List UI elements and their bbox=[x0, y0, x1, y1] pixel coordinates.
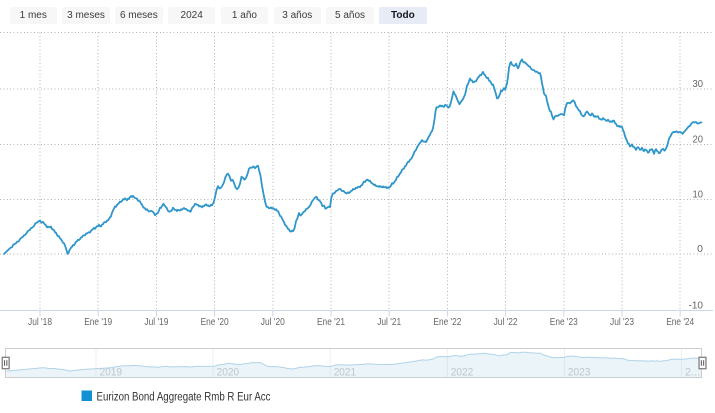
svg-text:-10: -10 bbox=[689, 300, 704, 312]
svg-text:2023: 2023 bbox=[568, 367, 591, 379]
svg-text:Jul '19: Jul '19 bbox=[144, 316, 168, 328]
svg-text:10: 10 bbox=[693, 188, 704, 200]
svg-text:Ene '19: Ene '19 bbox=[84, 316, 112, 328]
svg-text:30: 30 bbox=[693, 78, 704, 90]
svg-text:2020: 2020 bbox=[217, 367, 240, 379]
svg-text:Ene '23: Ene '23 bbox=[550, 316, 578, 328]
svg-text:20: 20 bbox=[693, 133, 704, 145]
svg-text:0: 0 bbox=[697, 243, 703, 255]
svg-text:Jul '22: Jul '22 bbox=[494, 316, 518, 328]
svg-text:Jul '20: Jul '20 bbox=[261, 316, 285, 328]
svg-text:Ene '22: Ene '22 bbox=[433, 316, 461, 328]
svg-text:2...: 2... bbox=[685, 367, 700, 379]
svg-text:2019: 2019 bbox=[100, 367, 123, 379]
svg-text:Jul '18: Jul '18 bbox=[28, 316, 52, 328]
svg-text:Jul '23: Jul '23 bbox=[610, 316, 634, 328]
svg-text:2021: 2021 bbox=[334, 367, 357, 379]
svg-text:Ene '24: Ene '24 bbox=[666, 316, 694, 328]
svg-text:2022: 2022 bbox=[451, 367, 474, 379]
svg-text:Ene '21: Ene '21 bbox=[317, 316, 345, 328]
svg-text:Jul '21: Jul '21 bbox=[377, 316, 401, 328]
svg-text:Ene '20: Ene '20 bbox=[201, 316, 229, 328]
svg-text:Eurizon Bond Aggregate Rmb R E: Eurizon Bond Aggregate Rmb R Eur Acc bbox=[97, 392, 271, 404]
